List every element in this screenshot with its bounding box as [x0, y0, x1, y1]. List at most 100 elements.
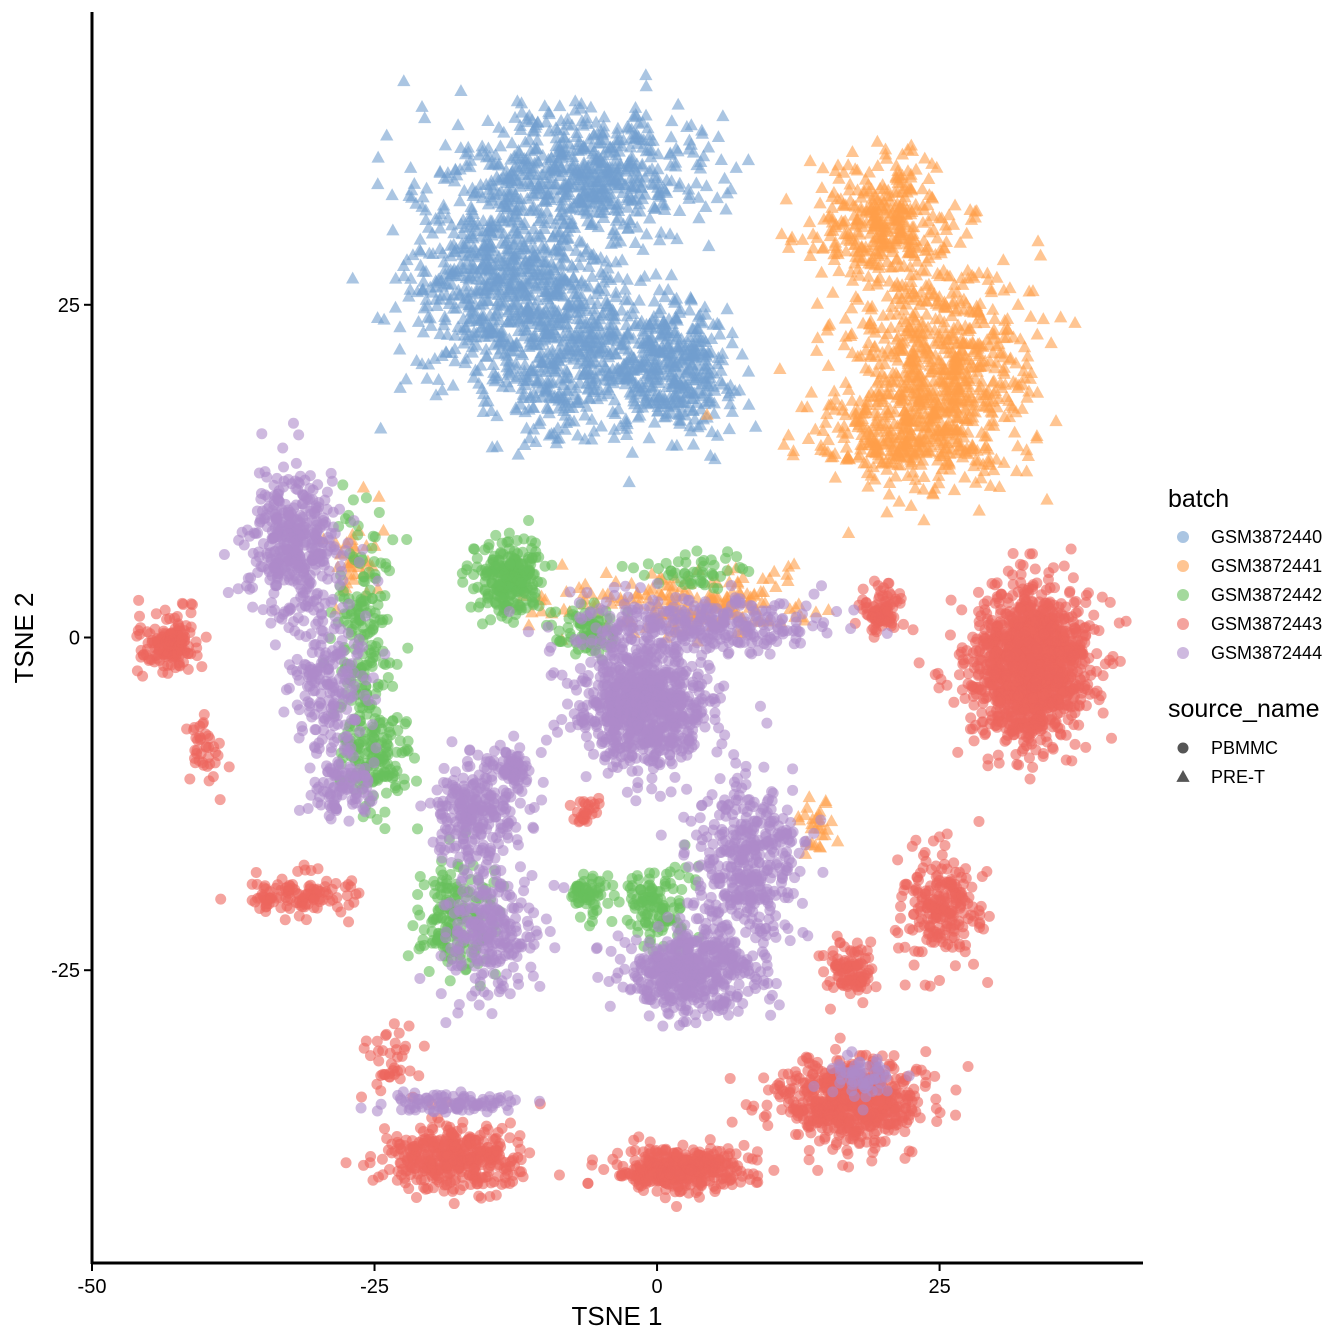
data-point [800, 800, 814, 813]
data-point [412, 243, 427, 255]
data-point [511, 447, 525, 460]
data-point [616, 560, 628, 572]
data-point [436, 198, 451, 211]
data-point [387, 715, 399, 727]
data-point [375, 590, 387, 602]
data-point [523, 514, 535, 526]
data-point [711, 130, 726, 143]
data-point [831, 834, 845, 847]
data-point [515, 577, 527, 589]
data-point [1030, 327, 1044, 340]
data-point [512, 598, 524, 610]
data-point [980, 266, 995, 279]
data-point [407, 920, 419, 932]
data-point [679, 567, 691, 579]
data-point [628, 562, 640, 574]
data-point [597, 110, 611, 123]
data-point [393, 342, 407, 355]
data-point [356, 480, 371, 493]
data-point [571, 428, 585, 441]
data-point [457, 336, 471, 349]
data-point [392, 785, 404, 797]
data-point [815, 181, 829, 194]
data-point [448, 354, 462, 367]
data-point [352, 529, 364, 541]
data-point [699, 179, 714, 192]
data-point [1033, 248, 1048, 261]
data-point [735, 347, 749, 360]
data-point [607, 879, 619, 891]
data-point [922, 172, 936, 185]
data-point [430, 299, 444, 311]
data-point [423, 965, 435, 977]
data-point [380, 128, 394, 141]
data-point [621, 914, 633, 926]
data-point [429, 388, 443, 401]
data-point [647, 294, 662, 307]
data-point [585, 270, 599, 282]
data-point [461, 560, 473, 572]
data-point [803, 154, 817, 167]
data-point [1049, 414, 1063, 427]
data-point [742, 397, 756, 410]
data-point [645, 885, 657, 897]
data-point [451, 118, 465, 131]
data-point [493, 139, 508, 152]
data-point [1019, 464, 1034, 477]
data-point [639, 79, 653, 92]
data-point [416, 190, 430, 203]
data-point [388, 300, 403, 313]
data-point [416, 264, 430, 277]
data-point [555, 557, 569, 570]
data-point [721, 565, 733, 577]
data-point [613, 896, 625, 908]
data-point [441, 874, 453, 886]
data-point [1011, 297, 1025, 310]
data-point [948, 198, 962, 211]
data-point [720, 302, 734, 315]
data-point [968, 735, 980, 747]
data-point [487, 568, 499, 580]
data-point [511, 534, 523, 546]
data-point [370, 706, 382, 718]
data-point [649, 901, 661, 913]
data-point [972, 503, 986, 516]
data-point [529, 229, 543, 242]
data-point [377, 657, 389, 669]
data-point [504, 558, 516, 570]
data-point [518, 564, 530, 576]
data-point [535, 239, 549, 252]
data-point [642, 431, 656, 444]
data-point [537, 222, 552, 235]
data-point [533, 551, 545, 563]
data-point [540, 245, 554, 258]
data-point [435, 383, 449, 396]
data-point [567, 887, 579, 899]
data-point [695, 556, 707, 568]
data-point [708, 559, 720, 571]
data-point [594, 419, 608, 432]
data-point [485, 440, 499, 453]
data-point [628, 236, 643, 248]
data-point [649, 267, 663, 280]
data-point [387, 680, 399, 692]
data-point [387, 772, 399, 784]
data-point [947, 483, 962, 496]
data-point [1068, 315, 1082, 328]
data-point [1058, 560, 1070, 572]
data-point [741, 364, 756, 377]
series-GSM3872441 [316, 134, 1082, 859]
data-point [731, 551, 743, 563]
data-point [648, 867, 660, 879]
data-point [489, 550, 501, 562]
data-point [775, 227, 789, 240]
data-point [1007, 425, 1022, 438]
scatter-points [131, 68, 1132, 1213]
data-point [904, 498, 918, 511]
data-point [374, 421, 388, 434]
data-point [386, 223, 400, 236]
data-point [692, 211, 706, 224]
data-point [383, 565, 395, 577]
data-point [810, 296, 825, 309]
data-point [960, 226, 974, 239]
